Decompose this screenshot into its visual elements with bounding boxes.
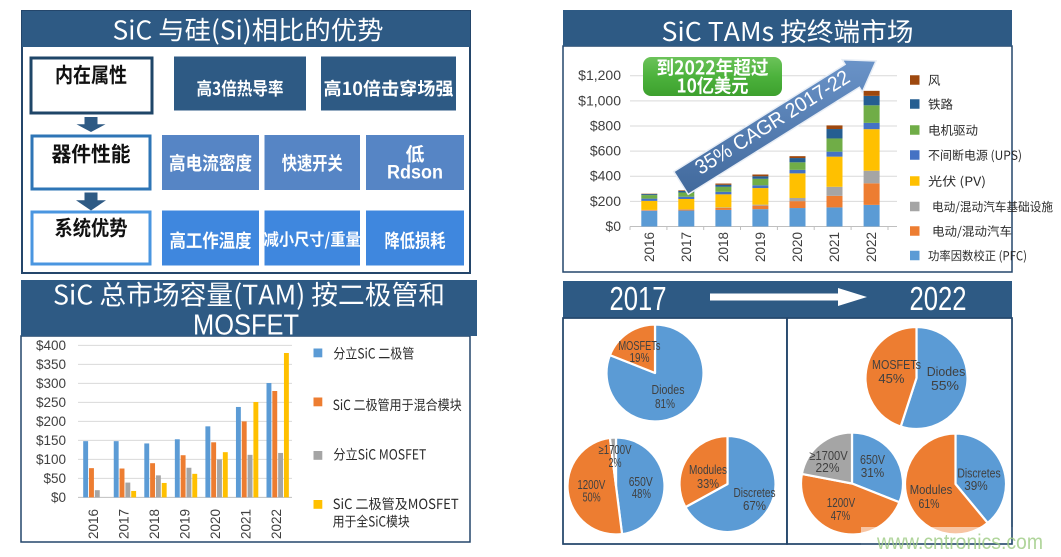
svg-text:39%: 39% [964, 478, 988, 493]
svg-text:19%: 19% [630, 351, 650, 365]
svg-text:2021: 2021 [239, 509, 254, 539]
svg-text:$200: $200 [36, 414, 66, 429]
svg-text:≥1700V: ≥1700V [809, 448, 848, 463]
svg-text:$400: $400 [590, 168, 621, 184]
svg-text:2020: 2020 [790, 232, 805, 262]
svg-text:1200V: 1200V [827, 495, 856, 510]
svg-text:2022: 2022 [910, 280, 967, 317]
svg-text:2017: 2017 [610, 280, 667, 317]
svg-text:650V: 650V [629, 475, 654, 489]
svg-text:2%: 2% [609, 456, 622, 470]
svg-text:www.cntronics.com: www.cntronics.com [876, 531, 1043, 554]
svg-text:33%: 33% [697, 477, 719, 491]
svg-text:$150: $150 [36, 433, 66, 448]
svg-text:2021: 2021 [827, 232, 842, 262]
svg-text:$600: $600 [590, 143, 621, 159]
svg-text:Diodes: Diodes [927, 364, 966, 379]
svg-text:650V: 650V [860, 452, 885, 467]
svg-text:47%: 47% [831, 508, 851, 523]
svg-text:2017: 2017 [116, 509, 131, 539]
svg-text:67%: 67% [743, 499, 766, 513]
svg-text:$100: $100 [36, 452, 66, 467]
svg-text:Discretes: Discretes [957, 466, 1001, 481]
svg-text:55%: 55% [931, 378, 959, 393]
svg-text:2016: 2016 [86, 509, 101, 539]
svg-text:Modules: Modules [910, 482, 953, 497]
svg-text:45%: 45% [878, 371, 904, 386]
svg-text:$400: $400 [36, 338, 66, 353]
svg-text:48%: 48% [632, 487, 651, 501]
svg-text:$250: $250 [36, 395, 66, 410]
svg-text:MOSFETs: MOSFETs [619, 339, 661, 353]
svg-text:Rdson: Rdson [387, 163, 443, 184]
svg-text:Diodes: Diodes [652, 383, 685, 397]
svg-text:$1,000: $1,000 [578, 92, 621, 108]
svg-text:Discretes: Discretes [734, 486, 776, 500]
svg-text:2020: 2020 [208, 509, 223, 539]
svg-text:61%: 61% [919, 496, 940, 511]
svg-text:2019: 2019 [753, 232, 768, 262]
svg-text:MOSFET: MOSFET [193, 310, 299, 342]
svg-text:$200: $200 [590, 193, 621, 209]
svg-text:$1,200: $1,200 [578, 67, 621, 83]
svg-text:22%: 22% [816, 460, 840, 475]
svg-text:≥1700V: ≥1700V [599, 443, 633, 457]
svg-text:$350: $350 [36, 357, 66, 372]
svg-text:2022: 2022 [864, 232, 879, 262]
svg-text:2018: 2018 [716, 232, 731, 262]
svg-text:$50: $50 [43, 471, 66, 486]
svg-text:50%: 50% [583, 491, 601, 505]
svg-text:2022: 2022 [269, 509, 284, 539]
svg-text:2017: 2017 [679, 232, 694, 262]
svg-text:$800: $800 [590, 117, 621, 133]
svg-text:$300: $300 [36, 376, 66, 391]
svg-text:1200V: 1200V [577, 478, 606, 492]
svg-text:2016: 2016 [642, 232, 657, 262]
svg-text:MOSFETs: MOSFETs [872, 357, 921, 372]
svg-text:$0: $0 [605, 218, 621, 234]
svg-text:2018: 2018 [147, 509, 162, 539]
svg-text:81%: 81% [655, 397, 675, 411]
svg-text:31%: 31% [861, 465, 885, 480]
svg-text:2019: 2019 [178, 509, 193, 539]
svg-text:$0: $0 [51, 490, 66, 505]
svg-text:Modules: Modules [689, 463, 727, 477]
